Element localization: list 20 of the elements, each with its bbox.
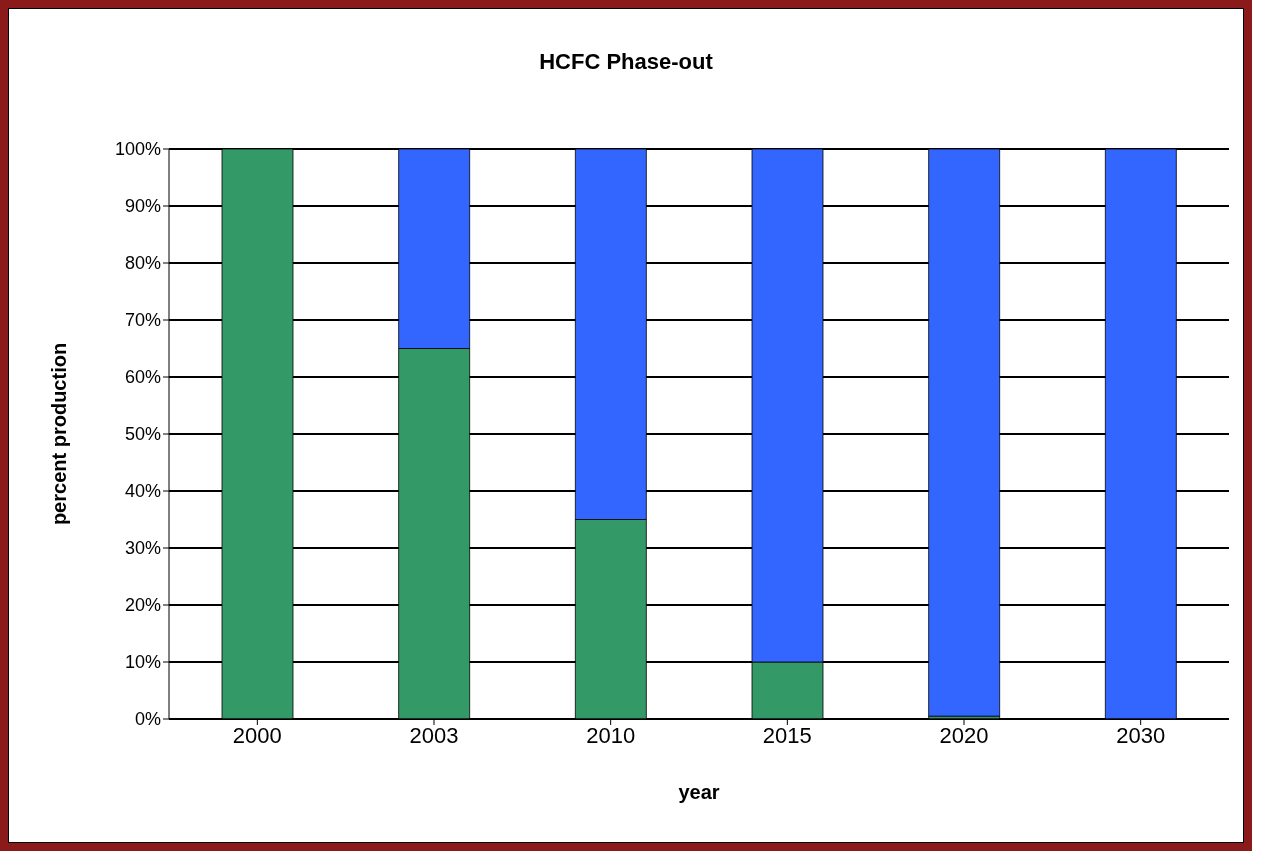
x-tick-label: 2010 [586,722,636,748]
x-tick-label: 2020 [939,722,989,748]
y-tick-label: 0% [134,709,161,730]
x-axis-title: year [678,781,720,803]
chart-title: HCFC Phase-out [538,49,714,75]
y-tick-label: 50% [124,424,161,445]
y-tick-label: 10% [124,652,161,673]
y-tick-label: 70% [124,310,161,331]
y-tick-label: 60% [124,367,161,388]
x-tick-label: 2015 [762,722,812,748]
y-tick-label: 20% [124,595,161,616]
y-tick-label: 100% [114,139,161,160]
y-tick-label: 90% [124,196,161,217]
x-tick-label: 2000 [232,722,282,748]
x-tick-label: 2003 [409,722,459,748]
y-tick-label: 30% [124,538,161,559]
y-axis-title: percent production [48,342,71,526]
y-tick-label: 80% [124,253,161,274]
y-tick-label: 40% [124,481,161,502]
x-tick-label: 2030 [1116,722,1166,748]
